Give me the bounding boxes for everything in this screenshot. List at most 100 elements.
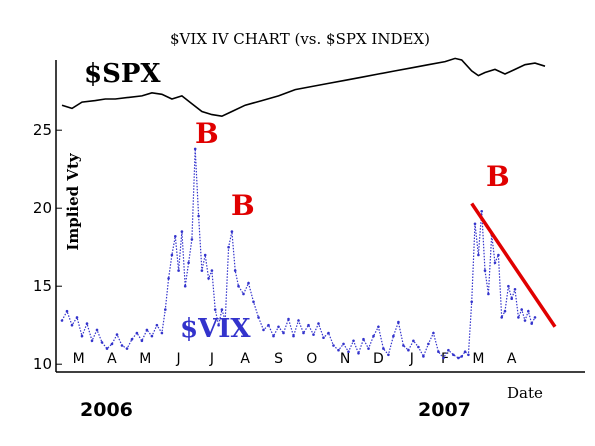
vix-point [115, 333, 119, 336]
vix-point [382, 347, 385, 350]
vix-point [135, 331, 139, 335]
vix-point [412, 339, 415, 343]
buy-marker-march: B [486, 160, 510, 193]
vix-point [327, 331, 330, 335]
x-tick-label: A [107, 351, 117, 367]
vix-point [100, 341, 104, 344]
vix-point [312, 333, 315, 336]
series-line [61, 57, 546, 118]
vix-point [145, 328, 149, 332]
buy-marker-july: B [231, 189, 255, 222]
vix-point [105, 347, 109, 350]
vix-point [213, 308, 217, 311]
vix-point [167, 277, 170, 280]
x-tick-label: D [373, 351, 384, 367]
vix-point [70, 323, 74, 327]
vix-point [452, 353, 455, 357]
x-tick-label: S [274, 351, 283, 367]
vix-point [467, 353, 470, 357]
vix-point [372, 334, 375, 338]
vix-point [503, 309, 507, 313]
vix-point [160, 331, 164, 335]
vix-point [352, 339, 355, 343]
vix-point [174, 235, 177, 238]
vix-point [197, 214, 200, 218]
y-axis-label: Implied Vty [64, 152, 82, 251]
vix-point [170, 253, 174, 257]
vix-point [432, 331, 435, 335]
vix-point [75, 316, 79, 319]
vix-point [460, 355, 464, 358]
vix-label: $VIX [180, 314, 251, 344]
chart-title: $VIX IV CHART (vs. $SPX INDEX) [170, 30, 430, 48]
vix-point [392, 334, 395, 338]
vix-point [60, 319, 64, 322]
vix-point [377, 325, 380, 329]
vix-point [493, 261, 497, 265]
series-layer [60, 57, 546, 360]
vix-point [180, 230, 184, 233]
vix-point [523, 319, 527, 322]
series-vix [60, 147, 537, 360]
series-line [61, 148, 536, 360]
vix-point [220, 308, 224, 311]
x-tick-label: N [340, 351, 350, 367]
vix-point [477, 253, 480, 257]
vix-point [442, 356, 445, 360]
vix-point [227, 245, 230, 249]
y-tick-label: 10 [33, 355, 52, 373]
vix-point [427, 342, 430, 346]
vix-point [473, 222, 477, 226]
vix-point [337, 348, 340, 352]
vix-point [242, 292, 245, 296]
vix-point [80, 334, 84, 338]
vix-point [272, 334, 275, 338]
spx-label: $SPX [84, 59, 161, 89]
vix-point [520, 308, 523, 311]
vix-point [457, 356, 460, 360]
vix-point [463, 350, 467, 354]
x-tick-label: J [209, 351, 214, 367]
x-tick-label: A [507, 351, 517, 367]
vix-point [317, 322, 320, 325]
vix-point [397, 320, 400, 324]
vix-point [247, 281, 250, 285]
vix-point [177, 269, 180, 272]
axes [55, 60, 585, 373]
vix-point [507, 284, 510, 288]
vix-point [447, 348, 450, 352]
vix-point [85, 322, 89, 325]
vix-point [150, 334, 154, 338]
vix-point [90, 339, 94, 343]
vix-point [357, 352, 360, 355]
x-tick-label: A [240, 351, 250, 367]
vix-point [193, 147, 197, 151]
vix-point [65, 309, 69, 313]
vix-point [402, 344, 405, 347]
y-tick-label: 15 [33, 277, 52, 295]
vix-point [527, 309, 530, 313]
vix-point [417, 345, 420, 349]
vix-point [252, 300, 255, 304]
vix-point [203, 253, 207, 257]
vix-point [223, 319, 227, 322]
vix-point [262, 328, 265, 332]
vix-point [307, 323, 310, 327]
series-spx [61, 57, 546, 118]
vix-point [362, 337, 365, 341]
x-tick-label: J [409, 351, 414, 367]
vix-point [387, 353, 390, 357]
vix-point [120, 344, 124, 347]
vix-point [110, 342, 114, 346]
vix-point [277, 325, 280, 329]
vix-point [125, 347, 129, 350]
vix-point [155, 323, 159, 327]
year-2006: 2006 [80, 399, 133, 421]
vix-point [95, 328, 99, 332]
vix-point [297, 319, 300, 322]
vix-point [164, 308, 167, 311]
x-tick-label: M [139, 351, 151, 367]
vix-point [267, 323, 270, 327]
